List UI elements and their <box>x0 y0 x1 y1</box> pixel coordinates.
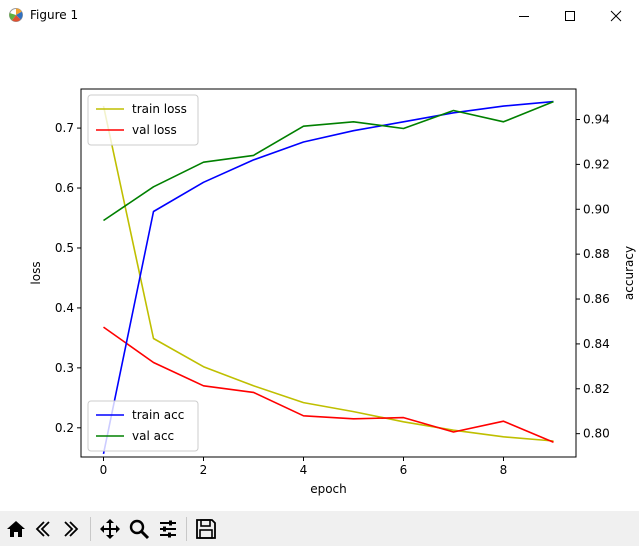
axes-frame <box>80 88 577 458</box>
x-tick-label: 6 <box>400 463 408 477</box>
training-chart: 0 2 4 6 8 0.2 0.3 0.4 0.5 0.6 0.7 0.80 0.82 0.84 0.86 0… <box>29 88 636 496</box>
series-line-train-loss <box>102 105 554 442</box>
y-left-axis-label: loss <box>29 261 43 284</box>
legend-loss-label: val loss <box>132 123 177 137</box>
x-tick-label: 4 <box>300 463 308 477</box>
y-right-tick-label: 0.80 <box>583 427 610 441</box>
window-title: Figure 1 <box>30 8 79 22</box>
y-left-tick-label: 0.5 <box>55 241 74 255</box>
save-button[interactable] <box>194 517 218 541</box>
maximize-button[interactable] <box>547 0 593 31</box>
back-button[interactable] <box>31 517 55 541</box>
series-line-val-loss <box>103 326 554 443</box>
legend-accuracy <box>87 400 199 452</box>
y-right-tick-label: 0.90 <box>583 202 610 216</box>
x-axis-label: epoch <box>310 482 347 496</box>
y-right-tick-label: 0.82 <box>583 382 610 396</box>
x-tick-label: 2 <box>200 463 208 477</box>
back-icon <box>35 521 50 537</box>
configure-subplots-icon <box>160 520 176 538</box>
y-right-tick-label: 0.94 <box>583 113 610 127</box>
close-button[interactable] <box>593 0 639 31</box>
legend-loss-label: train loss <box>132 102 187 116</box>
y-right-tick-label: 0.92 <box>583 157 610 171</box>
configure-subplots-button[interactable] <box>156 517 180 541</box>
forward-button[interactable] <box>59 517 83 541</box>
toolbar-separator <box>186 517 187 541</box>
x-tick-label: 8 <box>500 463 508 477</box>
y-left-tick-label: 0.2 <box>55 421 74 435</box>
legend-accuracy-label: train acc <box>132 408 184 422</box>
minimize-button[interactable] <box>501 0 547 31</box>
zoom-button[interactable] <box>127 517 151 541</box>
y-right-tick-label: 0.86 <box>583 292 610 306</box>
home-button[interactable] <box>4 517 28 541</box>
pan-button[interactable] <box>98 517 122 541</box>
pan-icon <box>100 519 120 539</box>
navigation-toolbar <box>0 511 639 546</box>
series-line-train-acc <box>102 100 554 455</box>
minimize-icon <box>519 15 529 17</box>
forward-icon <box>64 521 79 537</box>
y-left-tick-label: 0.7 <box>55 121 74 135</box>
series-line-val-acc <box>103 100 554 222</box>
figure-canvas[interactable]: 0 2 4 6 8 0.2 0.3 0.4 0.5 0.6 0.7 0.80 0.82 0.84 0.86 0… <box>0 31 639 511</box>
zoom-icon <box>129 519 150 540</box>
y-left-tick-label: 0.6 <box>55 181 74 195</box>
y-right-tick-label: 0.84 <box>583 337 610 351</box>
y-left-tick-label: 0.4 <box>55 301 74 315</box>
toolbar-separator <box>90 517 91 541</box>
legend-accuracy-label: val acc <box>132 429 174 443</box>
y-right-tick-label: 0.88 <box>583 247 610 261</box>
home-icon <box>7 521 25 537</box>
maximize-icon <box>565 10 575 21</box>
y-left-tick-label: 0.3 <box>55 361 74 375</box>
close-icon <box>610 10 622 21</box>
y-right-axis-label: accuracy <box>622 246 636 300</box>
title-bar: Figure 1 <box>0 0 639 31</box>
legend-loss <box>87 94 199 146</box>
save-icon <box>196 519 216 539</box>
x-tick-label: 0 <box>100 463 108 477</box>
matplotlib-logo-icon <box>7 6 25 24</box>
